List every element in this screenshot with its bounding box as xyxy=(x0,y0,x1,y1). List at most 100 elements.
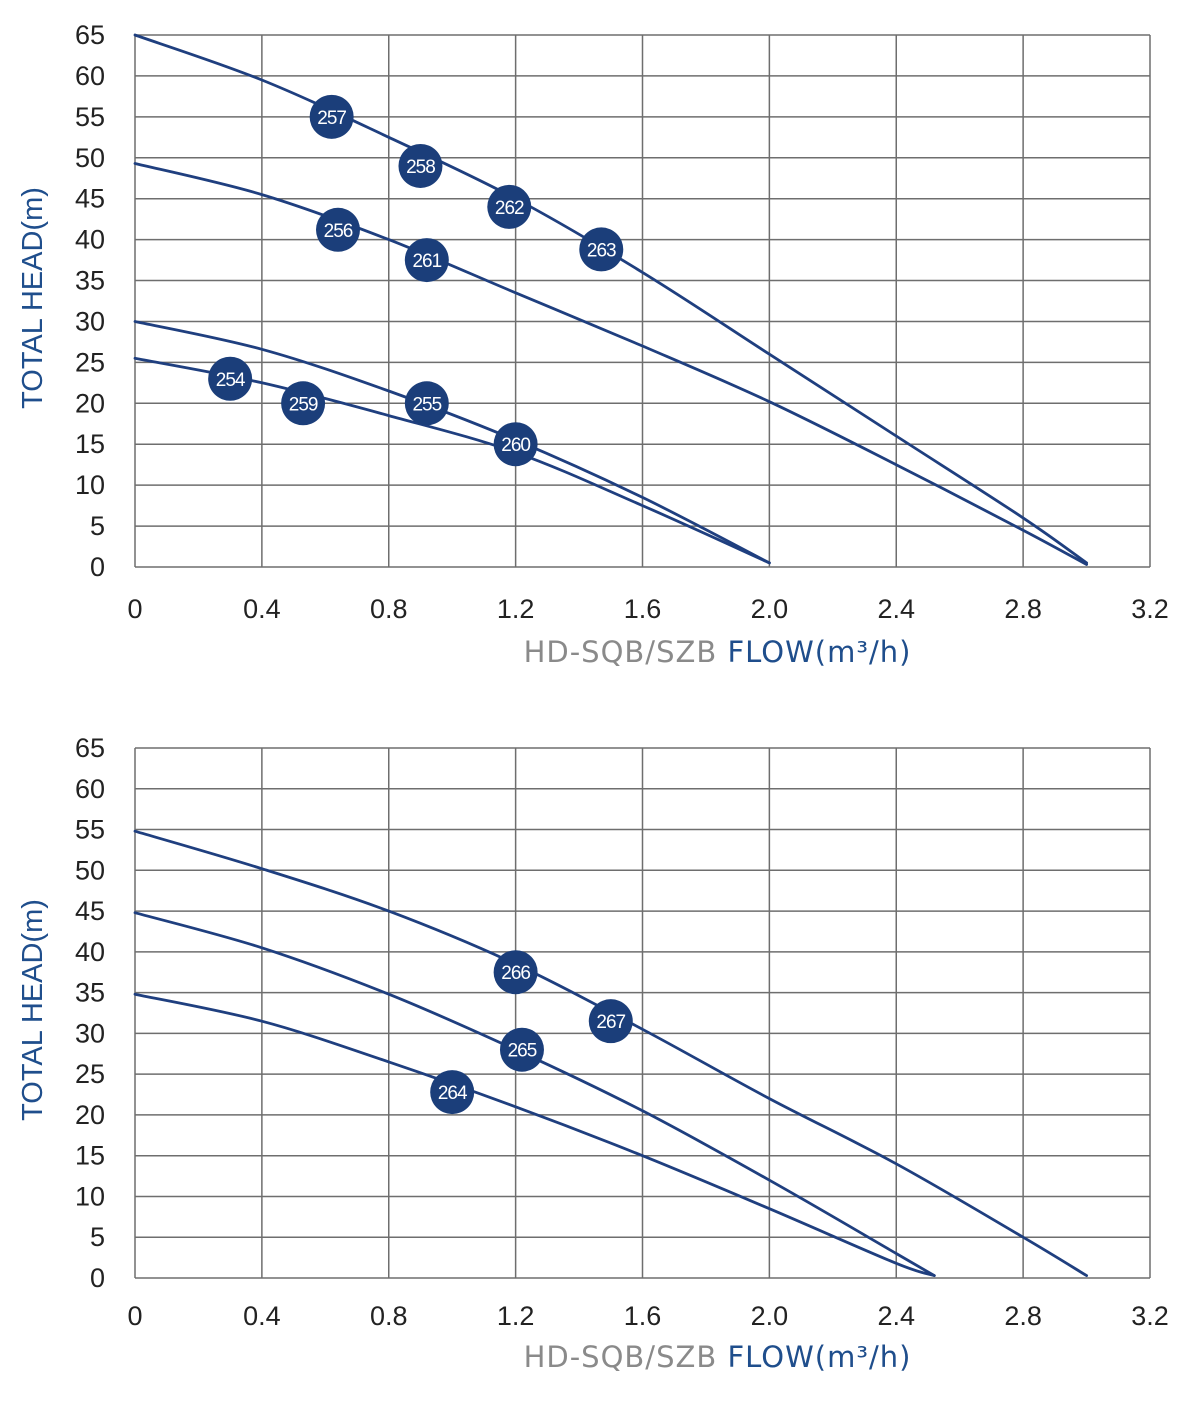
x-axis-label: HD-SQB/SZB FLOW(m³/h) xyxy=(524,1340,912,1374)
model-badge-label: 265 xyxy=(508,1041,537,1062)
x-tick-label: 0 xyxy=(127,594,142,624)
model-badge: 256 xyxy=(316,207,360,252)
performance-curve xyxy=(133,829,1088,1277)
x-tick-label: 2.0 xyxy=(751,1301,789,1331)
model-badge: 262 xyxy=(487,184,532,229)
chart-2: 0 0.4 0.8 1.2 1.6 2.0 2.4 2.8 3.2 0 5 10 15 20 25 30 35 4… xyxy=(17,733,1169,1374)
x-tick-label: 0 xyxy=(127,1301,142,1331)
y-tick-label: 5 xyxy=(90,511,105,541)
model-badge: 258 xyxy=(398,143,443,188)
x-tick-label: 2.8 xyxy=(1004,594,1042,624)
model-badge-circle xyxy=(487,184,532,229)
y-tick-label: 45 xyxy=(75,184,105,214)
y-tick-label: 60 xyxy=(75,61,105,91)
y-tick-label: 65 xyxy=(75,733,105,763)
model-badge-label: 263 xyxy=(587,240,616,261)
x-tick-label: 0.8 xyxy=(370,1301,408,1331)
model-badge: 255 xyxy=(404,381,449,426)
performance-curve xyxy=(133,162,1088,566)
performance-curve xyxy=(133,320,771,565)
x-tick-label: 2.0 xyxy=(751,594,789,624)
y-axis-label: TOTAL HEAD(m) xyxy=(17,187,49,409)
model-badge-label: 264 xyxy=(438,1083,468,1104)
model-badge-circle xyxy=(309,94,354,139)
y-tick-label: 40 xyxy=(75,937,105,967)
x-axis-label-text: FLOW(m³/h) xyxy=(727,635,911,669)
y-tick-label: 40 xyxy=(75,225,105,255)
model-badge-circle xyxy=(398,143,443,188)
model-badge: 257 xyxy=(309,94,354,139)
model-badge-label: 267 xyxy=(596,1012,625,1033)
y-tick-label: 35 xyxy=(75,978,105,1008)
y-tick-label: 20 xyxy=(75,388,105,418)
x-tick-label: 2.4 xyxy=(877,594,915,624)
model-badge: 264 xyxy=(430,1070,475,1115)
model-badge: 254 xyxy=(208,356,253,401)
x-tick-label: 3.2 xyxy=(1131,594,1169,624)
y-tick-label: 0 xyxy=(90,1263,105,1293)
y-tick-label: 15 xyxy=(75,1141,105,1171)
model-badge-circle xyxy=(430,1070,475,1115)
model-badge-label: 266 xyxy=(501,963,530,984)
y-tick-label: 25 xyxy=(75,347,105,377)
x-tick-label: 3.2 xyxy=(1131,1301,1169,1331)
model-badge-circle xyxy=(588,999,633,1044)
y-tick-label: 10 xyxy=(75,1181,105,1211)
model-badge-label: 254 xyxy=(216,370,246,391)
performance-curve xyxy=(133,992,936,1277)
model-badge-label: 255 xyxy=(412,394,441,415)
y-tick-label: 15 xyxy=(75,429,105,459)
model-badge-label: 261 xyxy=(412,251,441,272)
model-badge-circle xyxy=(404,381,449,426)
y-tick-label: 45 xyxy=(75,896,105,926)
model-badge: 261 xyxy=(404,238,449,283)
x-tick-label: 1.2 xyxy=(497,1301,535,1331)
model-badge-circle xyxy=(316,207,360,252)
y-tick-label: 50 xyxy=(75,855,105,885)
model-badge-label: 256 xyxy=(324,221,353,242)
y-tick-label: 55 xyxy=(75,102,105,132)
x-tick-label: 1.6 xyxy=(624,594,662,624)
model-badge-circle xyxy=(493,422,538,467)
y-tick-label: 50 xyxy=(75,143,105,173)
y-tick-label: 30 xyxy=(75,306,105,336)
x-tick-label: 0.8 xyxy=(370,594,408,624)
model-badge: 265 xyxy=(499,1027,544,1072)
model-badge-circle xyxy=(208,356,253,401)
y-tick-label: 20 xyxy=(75,1100,105,1130)
chart-1: 0 0.4 0.8 1.2 1.6 2.0 2.4 2.8 3.2 0 5 10 15 20 25 30 35 4… xyxy=(17,20,1169,669)
model-badge-label: 258 xyxy=(406,157,435,178)
model-badge-label: 262 xyxy=(495,198,524,219)
x-tick-label: 2.4 xyxy=(877,1301,915,1331)
model-badge-circle xyxy=(404,238,449,283)
x-axis-label: HD-SQB/SZB FLOW(m³/h) xyxy=(524,635,912,669)
grid xyxy=(134,34,1151,568)
model-badge-circle xyxy=(281,381,326,426)
x-tick-label: 0.4 xyxy=(243,1301,281,1331)
y-tick-label: 0 xyxy=(90,552,105,582)
x-tick-label: 1.2 xyxy=(497,594,535,624)
x-tick-label: 1.6 xyxy=(624,1301,662,1331)
x-tick-label: 0.4 xyxy=(243,594,281,624)
x-axis-label-prefix: HD-SQB/SZB xyxy=(524,1340,728,1374)
model-badge-label: 257 xyxy=(317,108,346,129)
performance-curve xyxy=(133,33,1088,565)
x-axis-label-text: FLOW(m³/h) xyxy=(727,1340,911,1374)
y-tick-label: 5 xyxy=(90,1222,105,1252)
x-axis-label-prefix: HD-SQB/SZB xyxy=(524,635,728,669)
y-tick-label: 35 xyxy=(75,266,105,296)
model-badge: 266 xyxy=(493,950,538,995)
model-badge-circle xyxy=(499,1027,544,1072)
model-badge-label: 260 xyxy=(501,435,530,456)
y-tick-label: 55 xyxy=(75,815,105,845)
y-tick-label: 60 xyxy=(75,774,105,804)
model-badge: 259 xyxy=(281,381,326,426)
model-badge: 263 xyxy=(579,227,624,272)
model-badge-circle xyxy=(579,227,624,272)
y-axis-label: TOTAL HEAD(m) xyxy=(17,899,49,1121)
x-tick-label: 2.8 xyxy=(1004,1301,1042,1331)
y-tick-label: 25 xyxy=(75,1059,105,1089)
y-tick-label: 10 xyxy=(75,470,105,500)
model-badge: 267 xyxy=(588,999,633,1044)
